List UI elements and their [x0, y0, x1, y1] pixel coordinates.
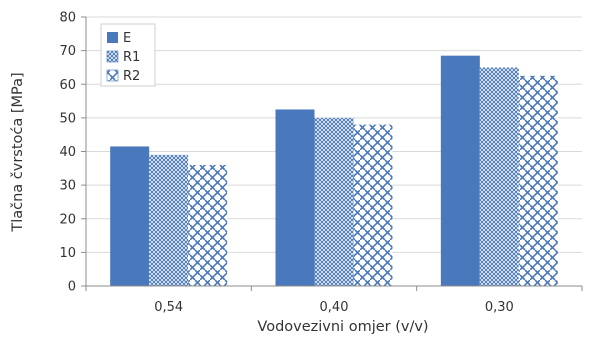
legend-label-r2: R2 — [123, 69, 140, 84]
x-axis-title: Vodovezivni omjer (v/v) — [257, 319, 428, 335]
bars — [110, 55, 558, 287]
bar-r2-1 — [353, 124, 393, 286]
x-tick-label: 0,40 — [320, 300, 349, 315]
y-tick-label: 40 — [59, 145, 76, 160]
x-tick-labels: 0,54 0,40 0,30 — [154, 300, 514, 315]
bar-r2-2 — [518, 75, 558, 286]
axes — [81, 16, 583, 291]
legend-swatch-e — [107, 32, 118, 43]
bar-r1-1 — [314, 117, 354, 286]
bar-r1-2 — [479, 67, 519, 286]
y-tick-label: 60 — [59, 78, 76, 93]
bar-r1-0 — [149, 154, 189, 286]
x-tick-label: 0,54 — [154, 300, 183, 315]
bar-e-1 — [275, 109, 315, 286]
legend-label-e: E — [123, 31, 131, 46]
bar-e-0 — [110, 146, 150, 286]
bar-e-2 — [440, 55, 480, 287]
y-tick-label: 10 — [59, 246, 76, 261]
legend: E R1 R2 — [100, 23, 156, 87]
legend-label-r1: R1 — [123, 50, 140, 65]
y-tick-label: 80 — [59, 11, 76, 26]
y-tick-label: 0 — [68, 280, 76, 295]
legend-swatch-r2 — [106, 69, 119, 82]
y-tick-label: 20 — [59, 212, 76, 227]
y-tick-label: 70 — [59, 44, 76, 59]
y-axis-title: Tlačna čvrstoća [MPa] — [10, 72, 26, 232]
bar-r2-0 — [188, 164, 228, 286]
y-tick-label: 30 — [59, 179, 76, 194]
x-tick-label: 0,30 — [485, 300, 514, 315]
legend-swatch-r1 — [106, 50, 119, 63]
y-tick-label: 50 — [59, 111, 76, 126]
y-tick-labels: 0 10 20 30 40 50 60 70 80 — [59, 11, 76, 295]
